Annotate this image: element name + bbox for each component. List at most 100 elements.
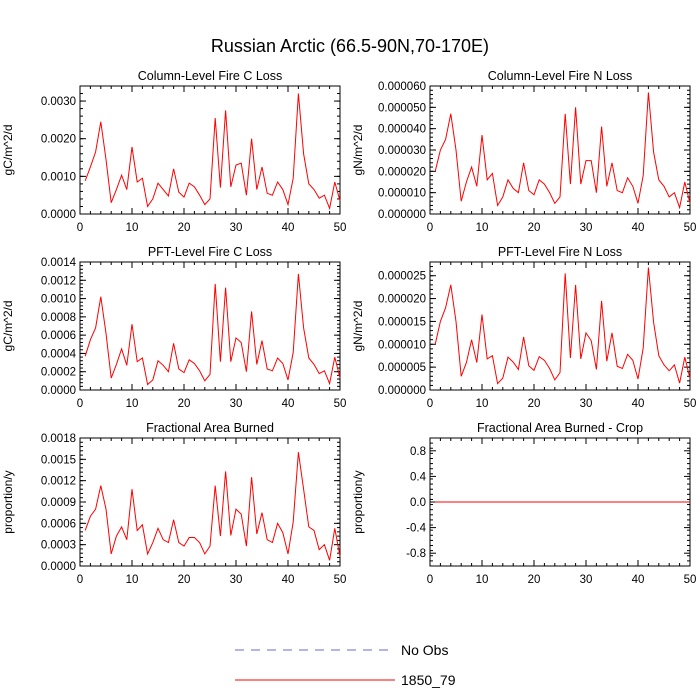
y-tick-label: 0.0015 <box>41 454 76 466</box>
x-tick-label: 10 <box>126 574 139 586</box>
x-tick-label: 20 <box>178 574 191 586</box>
x-tick-label: 0 <box>77 398 83 410</box>
y-tick-label: 0.0012 <box>41 275 76 287</box>
x-tick-label: 30 <box>580 398 593 410</box>
y-tick-label: 0.0006 <box>41 330 76 342</box>
y-tick-label: 0.0000 <box>41 561 76 573</box>
y-tick-label: 0.000000 <box>378 209 426 221</box>
y-tick-label: -0.4 <box>406 523 426 535</box>
y-tick-label: 0.000020 <box>378 166 426 178</box>
x-tick-label: 20 <box>178 398 191 410</box>
y-tick-label: 0.0014 <box>41 257 77 269</box>
y-axis-label: proportion/y <box>1 470 15 533</box>
y-tick-label: 0.0006 <box>41 518 76 530</box>
x-tick-label: 30 <box>580 574 593 586</box>
x-tick-label: 40 <box>632 222 645 234</box>
x-tick-label: 40 <box>282 222 295 234</box>
x-tick-label: 10 <box>126 222 139 234</box>
legend: No Obs 1850_79 <box>235 642 456 688</box>
y-tick-label: 0.000005 <box>378 362 426 374</box>
plot-frame <box>79 85 341 215</box>
chart-title: Column-Level Fire C Loss <box>138 69 283 83</box>
x-tick-label: 0 <box>77 222 83 234</box>
chart-title: Column-Level Fire N Loss <box>488 69 633 83</box>
chart-panel-5: Fractional Area Burned proportion/y 0 10 20 3… <box>1 421 346 586</box>
series-line-1850_79 <box>84 452 341 561</box>
y-tick-label: 0.0012 <box>41 476 76 488</box>
x-tick-label: 10 <box>476 398 489 410</box>
series-line-1850_79 <box>434 267 691 385</box>
plot-frame <box>79 261 341 391</box>
chart-title: PFT-Level Fire C Loss <box>148 245 272 259</box>
x-tick-label: 0 <box>77 574 83 586</box>
x-tick-label: 20 <box>528 398 541 410</box>
y-tick-label: 0.000030 <box>378 145 426 157</box>
x-tick-label: 30 <box>230 222 243 234</box>
y-tick-label: 0.0010 <box>41 171 76 183</box>
series-line-1850_79 <box>84 93 341 211</box>
y-tick-label: 0.0000 <box>41 209 76 221</box>
x-tick-label: 0 <box>427 574 433 586</box>
x-tick-label: 40 <box>282 574 295 586</box>
y-axis-label: gC/m^2/d <box>1 125 15 176</box>
y-tick-label: 0.000000 <box>378 385 426 397</box>
y-tick-label: 0.0030 <box>41 96 76 108</box>
x-tick-label: 0 <box>427 398 433 410</box>
legend-label-no-obs: No Obs <box>401 642 448 658</box>
series-line-1850_79 <box>84 273 341 386</box>
y-tick-label: 0.0004 <box>41 348 77 360</box>
y-tick-label: 0.0020 <box>41 134 76 146</box>
x-tick-label: 40 <box>282 398 295 410</box>
x-tick-label: 10 <box>476 222 489 234</box>
chart-panel-2: Column-Level Fire N Loss gN/m^2/d 0 10 20 30 4… <box>351 69 696 234</box>
chart-panel-3: PFT-Level Fire C Loss gC/m^2/d 0 10 20 30 40 50… <box>1 245 346 410</box>
y-axis-label: gC/m^2/d <box>1 301 15 352</box>
chart-panel-1: Column-Level Fire C Loss gC/m^2/d 0 10 20 30 4… <box>1 69 346 234</box>
legend-label-1850-79: 1850_79 <box>401 672 456 688</box>
y-tick-label: 0.4 <box>410 471 427 483</box>
y-tick-label: 0.0010 <box>41 294 76 306</box>
x-tick-label: 20 <box>528 574 541 586</box>
y-tick-label: -0.8 <box>406 548 426 560</box>
series-line-1850_79 <box>434 92 691 210</box>
y-tick-label: 0.000060 <box>378 81 426 93</box>
y-tick-label: 0.0002 <box>41 367 76 379</box>
y-axis-label: proportion/y <box>351 470 365 533</box>
y-tick-label: 0.0000 <box>41 385 76 397</box>
y-tick-label: 0.0008 <box>41 312 76 324</box>
x-tick-label: 30 <box>580 222 593 234</box>
figure-title: Russian Arctic (66.5-90N,70-170E) <box>211 36 489 56</box>
chart-title: PFT-Level Fire N Loss <box>498 245 622 259</box>
x-tick-label: 50 <box>334 398 347 410</box>
x-tick-label: 20 <box>528 222 541 234</box>
x-tick-label: 30 <box>230 574 243 586</box>
y-tick-label: 0.0 <box>410 497 426 509</box>
y-tick-label: 0.0018 <box>41 433 76 445</box>
chart-title: Fractional Area Burned - Crop <box>477 421 643 435</box>
y-tick-label: 0.000025 <box>378 271 426 283</box>
y-tick-label: 0.8 <box>410 446 426 458</box>
x-tick-label: 50 <box>334 222 347 234</box>
x-tick-label: 10 <box>126 398 139 410</box>
y-axis-label: gN/m^2/d <box>351 301 365 352</box>
y-tick-label: 0.0009 <box>41 497 76 509</box>
x-tick-label: 50 <box>334 574 347 586</box>
x-tick-label: 0 <box>427 222 433 234</box>
y-tick-label: 0.000010 <box>378 188 426 200</box>
x-tick-label: 40 <box>632 574 645 586</box>
y-tick-label: 0.000050 <box>378 102 426 114</box>
chart-title: Fractional Area Burned <box>146 421 274 435</box>
y-axis-label: gN/m^2/d <box>351 125 365 176</box>
x-tick-label: 20 <box>178 222 191 234</box>
x-tick-label: 30 <box>230 398 243 410</box>
y-tick-label: 0.0003 <box>41 540 76 552</box>
y-tick-label: 0.000010 <box>378 339 426 351</box>
panels: Column-Level Fire C Loss gC/m^2/d 0 10 20 30 4… <box>1 69 696 586</box>
x-tick-label: 50 <box>684 574 697 586</box>
x-tick-label: 10 <box>476 574 489 586</box>
chart-panel-6: Fractional Area Burned - Crop proportion/… <box>351 421 696 586</box>
x-tick-label: 50 <box>684 398 697 410</box>
y-tick-label: 0.000040 <box>378 124 426 136</box>
chart-panel-4: PFT-Level Fire N Loss gN/m^2/d 0 10 20 30 40 50… <box>351 245 696 410</box>
